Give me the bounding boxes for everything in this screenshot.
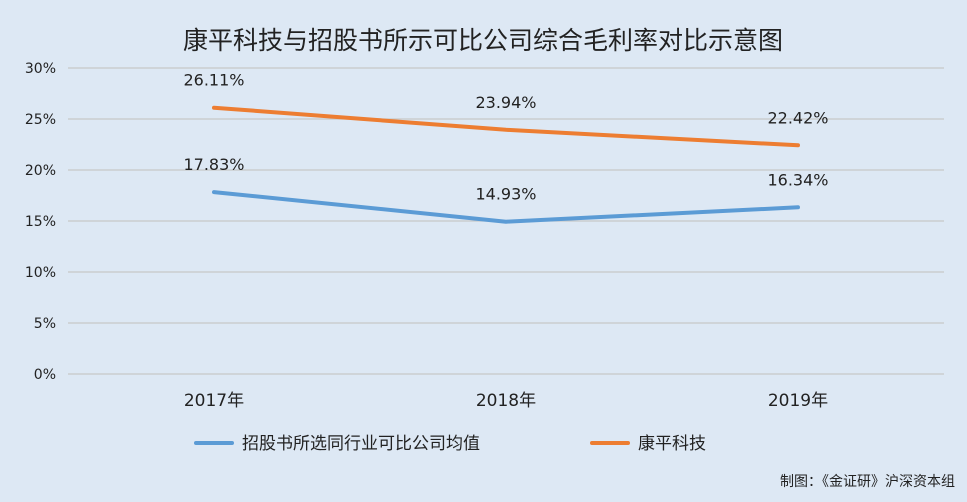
data-label: 14.93% [475, 185, 536, 204]
y-tick-label: 10% [25, 265, 56, 281]
y-tick-label: 30% [25, 61, 56, 77]
legend-label: 康平科技 [638, 434, 706, 454]
data-label: 16.34% [767, 170, 828, 189]
legend-label: 招股书所选同行业可比公司均值 [242, 434, 480, 454]
y-tick-label: 15% [25, 214, 56, 230]
x-tick-label: 2017年 [184, 391, 244, 411]
y-tick-label: 5% [34, 316, 56, 332]
y-tick-label: 20% [25, 163, 56, 179]
chart-title: 康平科技与招股书所示可比公司综合毛利率对比示意图 [183, 26, 783, 55]
x-tick-label: 2019年 [768, 391, 828, 411]
data-label: 17.83% [183, 155, 244, 174]
data-label: 23.94% [475, 93, 536, 112]
x-tick-label: 2018年 [476, 391, 536, 411]
data-label: 26.11% [183, 71, 244, 90]
source-note: 制图：《金证研》沪深资本组 [780, 474, 955, 490]
y-tick-label: 25% [25, 112, 56, 128]
y-tick-label: 0% [34, 367, 56, 383]
data-label: 22.42% [767, 108, 828, 127]
